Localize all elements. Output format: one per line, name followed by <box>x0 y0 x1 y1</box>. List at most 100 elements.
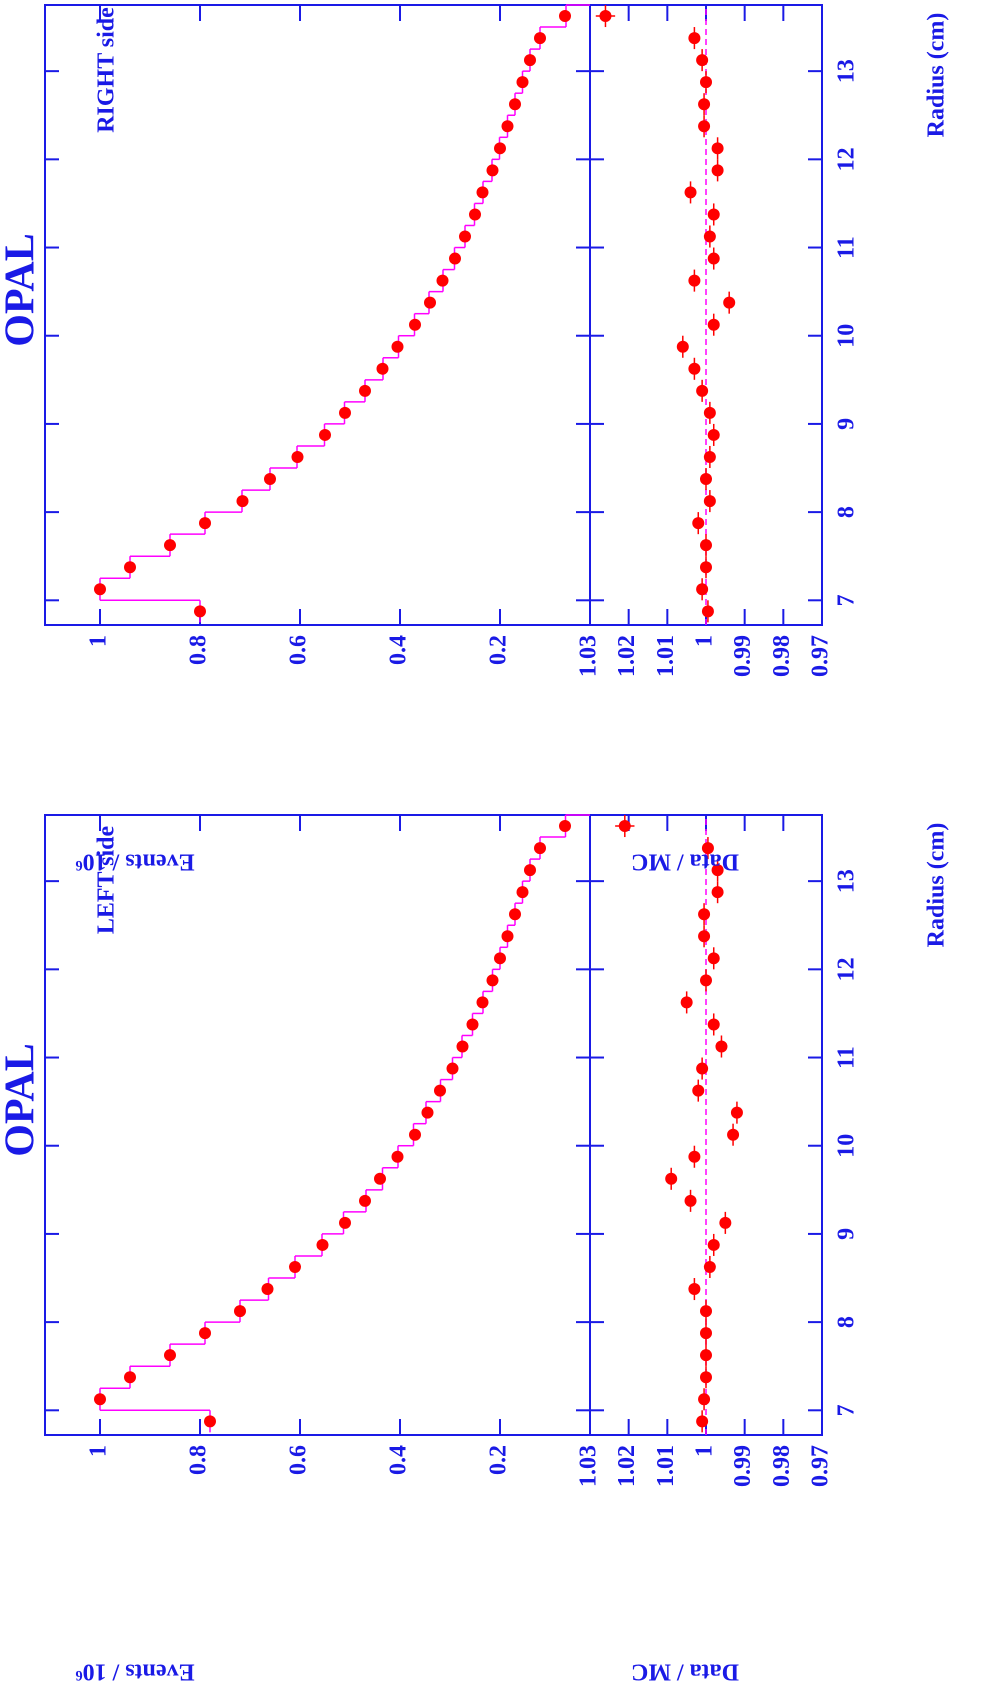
ratio-point <box>688 1150 701 1163</box>
data-point <box>194 605 206 618</box>
ratio-point <box>715 1040 728 1053</box>
ratio-point <box>701 605 714 618</box>
data-point <box>509 98 521 111</box>
data-point <box>391 1150 404 1163</box>
data-point <box>459 230 471 243</box>
ratio-y-tick-label: 1.03 <box>576 635 602 677</box>
ratio-point <box>700 1327 712 1340</box>
data-point <box>501 120 514 133</box>
ratio-point <box>707 318 720 331</box>
data-point <box>199 517 211 530</box>
ratio-y-tick-label: 1.01 <box>653 635 679 677</box>
y-tick-label: 0.6 <box>286 635 312 665</box>
data-point <box>164 1349 176 1362</box>
ratio-y-tick-label: 1.03 <box>576 1445 602 1487</box>
chart-title: OPAL <box>0 1043 44 1157</box>
ratio-point <box>700 1349 712 1362</box>
data-point <box>494 142 506 155</box>
y-tick-label: 0.8 <box>186 635 212 665</box>
ratio-y-tick-label: 0.98 <box>769 1445 795 1487</box>
y-axis-label: Events / 10⁶ <box>75 1658 194 1684</box>
ratio-point <box>703 406 716 419</box>
ratio-point <box>723 296 736 309</box>
data-point <box>319 428 331 441</box>
ratio-point <box>703 450 716 463</box>
data-point <box>409 318 421 331</box>
ratio-point <box>696 1062 709 1075</box>
ratio-point <box>692 1084 705 1097</box>
data-point <box>376 362 389 375</box>
data-point <box>391 340 404 353</box>
y-tick-label: 0.8 <box>186 1445 212 1475</box>
data-point <box>466 1018 479 1031</box>
data-point <box>199 1327 211 1340</box>
x-axis-label: Radius (cm) <box>924 13 950 138</box>
data-point <box>534 32 546 45</box>
ratio-point <box>688 1283 701 1296</box>
ratio-point <box>700 1371 712 1384</box>
data-point <box>524 54 536 67</box>
ratio-y-tick-label: 0.98 <box>769 635 795 677</box>
data-point <box>494 952 506 965</box>
ratio-y-tick-label: 1.02 <box>614 1445 640 1487</box>
ratio-point <box>707 1238 720 1251</box>
x-tick-label: 9 <box>834 1228 860 1240</box>
side-annotation: LEFT side <box>94 826 120 935</box>
data-point <box>234 1305 246 1318</box>
ratio-point <box>698 120 711 133</box>
ratio-point <box>703 495 716 508</box>
ratio-point <box>700 76 712 89</box>
data-point <box>449 252 461 265</box>
data-point <box>236 495 249 508</box>
x-tick-label: 12 <box>834 147 860 171</box>
ratio-y-tick-label: 1 <box>692 635 718 647</box>
x-tick-label: 8 <box>834 1316 860 1328</box>
ratio-point <box>730 1106 743 1119</box>
y-tick-label: 0.4 <box>386 1445 412 1475</box>
ratio-point <box>696 54 709 67</box>
y-tick-label: 1 <box>86 1445 112 1457</box>
data-point <box>456 1040 469 1053</box>
y-tick-label: 0.4 <box>386 635 412 665</box>
data-point <box>339 1216 351 1229</box>
ratio-point <box>696 384 709 397</box>
data-point <box>516 76 529 89</box>
x-tick-label: 11 <box>834 236 860 259</box>
ratio-point <box>707 208 720 221</box>
ratio-point <box>676 340 689 353</box>
ratio-point <box>707 1018 720 1031</box>
data-point <box>409 1128 421 1141</box>
data-point <box>374 1172 386 1185</box>
ratio-point <box>703 230 716 243</box>
ratio-point <box>700 473 712 486</box>
ratio-point <box>680 996 693 1009</box>
x-tick-label: 7 <box>834 1404 860 1416</box>
data-point <box>534 842 546 855</box>
ratio-point <box>700 561 712 574</box>
x-tick-label: 13 <box>834 59 860 83</box>
data-point <box>94 1393 106 1406</box>
data-point <box>124 561 136 574</box>
ratio-point <box>618 820 631 833</box>
y-tick-label: 1 <box>86 635 112 647</box>
data-point <box>316 1238 329 1251</box>
ratio-point <box>700 1305 712 1318</box>
ratio-point <box>698 1393 711 1406</box>
y-axis-label: Events / 10⁶ <box>75 848 194 874</box>
data-point <box>516 886 529 899</box>
data-point <box>94 583 106 596</box>
data-point <box>204 1415 216 1428</box>
y-tick-label: 0.2 <box>486 635 512 665</box>
side-annotation: RIGHT side <box>94 7 120 133</box>
ratio-y-tick-label: 0.97 <box>808 635 834 677</box>
ratio-point <box>684 1194 697 1207</box>
data-point <box>476 996 489 1009</box>
ratio-point <box>684 186 697 199</box>
data-point <box>164 539 176 552</box>
data-point <box>501 930 514 943</box>
ratio-y-tick-label: 1.02 <box>614 635 640 677</box>
x-axis-label: Radius (cm) <box>924 823 950 948</box>
data-point <box>424 296 436 309</box>
